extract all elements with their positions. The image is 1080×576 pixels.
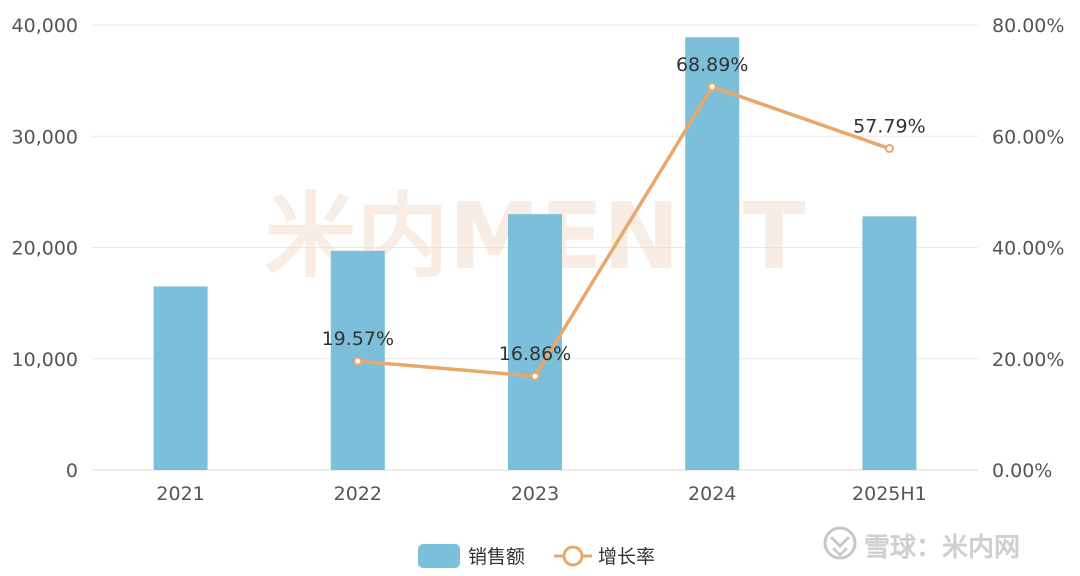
bar-2021 — [153, 286, 208, 470]
y-right-tick-label: 60.00% — [992, 126, 1064, 148]
data-label-2023: 16.86% — [499, 343, 571, 365]
y-right-tick-label: 20.00% — [992, 349, 1064, 371]
snowball-icon — [823, 526, 857, 560]
y-axis-left: 0 10,000 20,000 30,000 40,000 — [12, 15, 78, 482]
bar-2025H1 — [862, 216, 917, 470]
footer-watermark-text: 雪球：米内网 — [864, 533, 1020, 563]
y-right-tick-label: 40.00% — [992, 238, 1064, 260]
legend-line-label: 增长率 — [598, 546, 655, 568]
data-label-2025H1: 57.79% — [853, 116, 925, 138]
line-point-2022 — [353, 356, 363, 366]
bar-2023 — [508, 214, 562, 470]
y-left-tick-label: 40,000 — [12, 15, 78, 37]
legend: 销售额 增长率 — [418, 544, 655, 568]
bar-2024 — [685, 37, 740, 471]
legend-line-marker — [562, 545, 584, 567]
y-left-tick-label: 20,000 — [12, 238, 78, 260]
x-tick-label: 2024 — [688, 483, 736, 505]
data-label-2022: 19.57% — [322, 328, 394, 350]
data-labels: 19.57% 16.86% 68.89% 57.79% — [322, 54, 926, 365]
growth-rate-line — [357, 85, 890, 378]
y-right-tick-label: 0.00% — [992, 460, 1052, 482]
legend-bar-swatch — [418, 544, 460, 568]
x-tick-label: 2022 — [334, 483, 382, 505]
y-left-tick-label: 0 — [66, 460, 78, 482]
y-left-tick-label: 10,000 — [12, 349, 78, 371]
footer-watermark: 雪球：米内网 — [823, 526, 1020, 563]
y-left-tick-label: 30,000 — [12, 126, 78, 148]
line-point-2025H1 — [884, 144, 894, 154]
line-point-2024 — [707, 82, 717, 92]
line-point-2023 — [530, 371, 540, 381]
x-tick-label: 2023 — [511, 483, 559, 505]
y-right-tick-label: 80.00% — [992, 15, 1064, 37]
legend-bar-label: 销售额 — [468, 546, 525, 568]
line-series — [353, 82, 894, 381]
y-axis-right: 0.00% 20.00% 40.00% 60.00% 80.00% — [992, 15, 1064, 482]
data-label-2024: 68.89% — [676, 54, 748, 76]
x-tick-label: 2021 — [156, 483, 204, 505]
x-tick-label: 2025H1 — [852, 483, 927, 505]
x-axis: 2021 2022 2023 2024 2025H1 — [156, 483, 926, 505]
